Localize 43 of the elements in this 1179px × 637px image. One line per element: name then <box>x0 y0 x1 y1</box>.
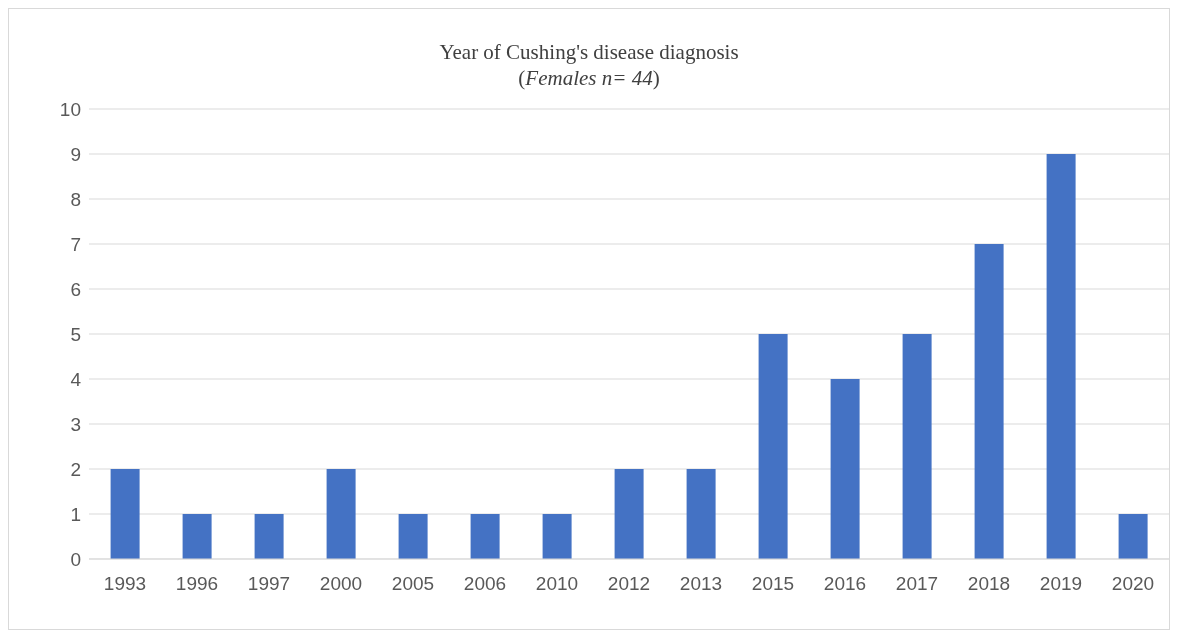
x-tick-label: 2012 <box>607 573 651 595</box>
y-tick-label: 0 <box>70 548 81 570</box>
y-tick-label: 5 <box>70 323 81 345</box>
x-tick-label: 2000 <box>319 573 363 595</box>
x-tick-label: 1996 <box>175 573 219 595</box>
y-tick-label: 6 <box>70 278 81 300</box>
bar <box>326 469 356 559</box>
bar <box>1046 154 1076 559</box>
x-tick-label: 2020 <box>1111 573 1155 595</box>
x-tick-label: 2006 <box>463 573 507 595</box>
bar <box>254 514 284 559</box>
y-tick-label: 7 <box>70 233 81 255</box>
y-tick-label: 10 <box>59 98 81 120</box>
bar <box>110 469 140 559</box>
x-tick-label: 2016 <box>823 573 867 595</box>
x-tick-label: 2018 <box>967 573 1011 595</box>
x-tick-label: 2010 <box>535 573 579 595</box>
y-tick-label: 1 <box>70 503 81 525</box>
x-tick-label: 2005 <box>391 573 435 595</box>
bar <box>758 334 788 559</box>
x-tick-label: 2013 <box>679 573 723 595</box>
bar <box>1118 514 1148 559</box>
bar <box>614 469 644 559</box>
y-tick-label: 9 <box>70 143 81 165</box>
bar <box>182 514 212 559</box>
chart-title: Year of Cushing's disease diagnosis <box>438 39 740 65</box>
bar <box>902 334 932 559</box>
bar <box>398 514 428 559</box>
y-tick-label: 3 <box>70 413 81 435</box>
x-tick-label: 1993 <box>103 573 147 595</box>
bar <box>470 514 500 559</box>
y-tick-label: 4 <box>70 368 82 390</box>
bar <box>686 469 716 559</box>
x-tick-label: 2015 <box>751 573 795 595</box>
x-tick-label: 2019 <box>1039 573 1083 595</box>
y-tick-label: 8 <box>70 188 81 210</box>
x-tick-label: 1997 <box>247 573 291 595</box>
x-tick-label: 2017 <box>895 573 939 595</box>
bar <box>542 514 572 559</box>
bar <box>830 379 860 559</box>
bar <box>974 244 1004 559</box>
chart-subtitle: (Females n= 44) <box>518 66 660 90</box>
y-tick-label: 2 <box>70 458 81 480</box>
